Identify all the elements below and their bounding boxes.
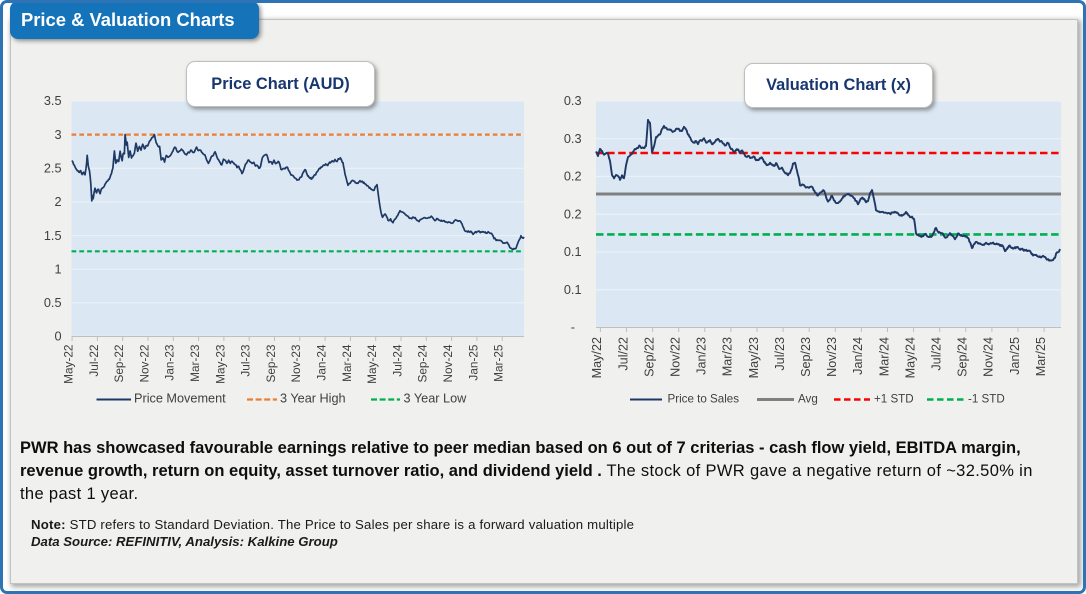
svg-text:May/24: May/24 — [903, 337, 917, 378]
svg-text:Jan/25: Jan/25 — [1008, 337, 1022, 375]
svg-text:Sep/22: Sep/22 — [642, 337, 656, 377]
svg-text:0: 0 — [54, 330, 61, 344]
svg-text:Mar-25: Mar-25 — [492, 344, 506, 382]
svg-text:Jan/23: Jan/23 — [695, 337, 709, 375]
svg-text:Nov/24: Nov/24 — [982, 337, 996, 377]
svg-text:Price to Sales: Price to Sales — [668, 393, 740, 406]
svg-text:2.5: 2.5 — [44, 162, 62, 176]
svg-text:Price Movement: Price Movement — [134, 391, 226, 405]
svg-text:Jul-23: Jul-23 — [239, 344, 253, 377]
svg-text:May-23: May-23 — [213, 344, 227, 384]
svg-text:Mar/24: Mar/24 — [877, 337, 891, 376]
svg-text:0.2: 0.2 — [564, 170, 582, 184]
svg-text:Jul-24: Jul-24 — [390, 344, 404, 377]
svg-text:May/22: May/22 — [590, 337, 604, 378]
svg-text:May-24: May-24 — [365, 344, 379, 384]
svg-text:0.1: 0.1 — [564, 245, 582, 259]
svg-text:-1 STD: -1 STD — [968, 393, 1005, 406]
svg-text:0.2: 0.2 — [564, 207, 582, 221]
svg-text:Sep-22: Sep-22 — [112, 345, 126, 383]
svg-text:+1 STD: +1 STD — [874, 393, 914, 406]
svg-text:May-22: May-22 — [62, 345, 76, 384]
svg-text:3 Year High: 3 Year High — [280, 391, 346, 405]
svg-text:Jan-25: Jan-25 — [466, 344, 480, 381]
svg-text:Sep-23: Sep-23 — [264, 344, 278, 382]
svg-text:Mar-23: Mar-23 — [188, 344, 202, 382]
svg-text:3.5: 3.5 — [44, 94, 62, 108]
svg-text:Nov/23: Nov/23 — [825, 337, 839, 377]
svg-text:Mar/23: Mar/23 — [721, 337, 735, 376]
svg-text:Mar-24: Mar-24 — [340, 344, 354, 382]
svg-text:Sep/24: Sep/24 — [956, 337, 970, 377]
svg-text:1.5: 1.5 — [44, 229, 62, 243]
svg-text:Jan/24: Jan/24 — [851, 337, 865, 375]
svg-text:Jan-24: Jan-24 — [315, 344, 329, 381]
svg-text:0.1: 0.1 — [564, 283, 582, 297]
svg-text:0.3: 0.3 — [564, 132, 582, 146]
svg-text:Jan-23: Jan-23 — [163, 344, 177, 381]
svg-text:3: 3 — [54, 128, 61, 142]
svg-text:Jul-22: Jul-22 — [87, 345, 101, 377]
svg-text:Nov/22: Nov/22 — [669, 337, 683, 377]
svg-text:0.3: 0.3 — [564, 94, 582, 108]
svg-text:Nov-23: Nov-23 — [289, 344, 303, 382]
svg-text:Nov-24: Nov-24 — [441, 344, 455, 382]
svg-text:1: 1 — [54, 262, 61, 276]
svg-text:-: - — [571, 321, 575, 335]
svg-text:3 Year Low: 3 Year Low — [404, 391, 468, 405]
svg-text:Sep-24: Sep-24 — [416, 344, 430, 382]
svg-text:0.5: 0.5 — [44, 296, 62, 310]
svg-text:Mar/25: Mar/25 — [1034, 337, 1048, 376]
svg-text:Nov-22: Nov-22 — [137, 345, 151, 383]
svg-text:May/23: May/23 — [747, 337, 761, 378]
svg-text:Jul/23: Jul/23 — [773, 337, 787, 371]
svg-text:2: 2 — [54, 195, 61, 209]
svg-text:Avg: Avg — [798, 393, 818, 406]
svg-text:Jul/22: Jul/22 — [616, 337, 630, 371]
svg-text:Jul/24: Jul/24 — [930, 337, 944, 371]
svg-text:Sep/23: Sep/23 — [799, 337, 813, 377]
